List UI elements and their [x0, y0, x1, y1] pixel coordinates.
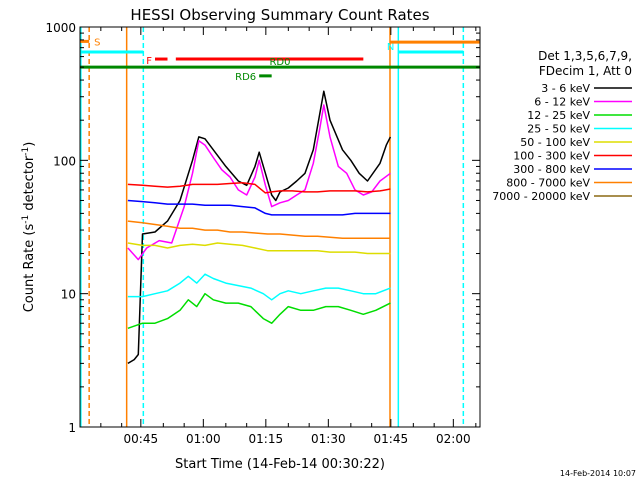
legend-label-2: 12 - 25 keV: [527, 109, 590, 122]
y-axis-label-sup1: -1: [21, 215, 31, 224]
legend-label-4: 50 - 100 keV: [520, 136, 590, 149]
series-line-0: [127, 90, 392, 365]
flag-label-s: S: [94, 37, 100, 48]
flag-label-f: F: [146, 56, 152, 67]
x-tick-label-4: 01:45: [374, 432, 409, 446]
series-line-1: [127, 104, 391, 261]
series-line-5: [127, 181, 391, 194]
y-tick-label-2: 100: [53, 154, 76, 168]
y-axis-label-end: ): [22, 142, 37, 147]
plot-frame: [79, 26, 481, 428]
chart-title: HESSI Observing Summary Count Rates: [130, 6, 429, 24]
x-axis: 00:45 01:00 01:15 01:30 01:45 02:00: [79, 27, 477, 446]
legend: Det 1,3,5,6,7,9, FDecim 1, Att 0 3 - 6 k…: [492, 49, 632, 203]
y-tick-label-1: 10: [61, 288, 76, 302]
flag-label-rd0: RD0: [269, 57, 290, 68]
x-tick-label-2: 01:15: [249, 432, 284, 446]
y-axis-label: Count Rate (s-1 detector-1): [21, 142, 37, 313]
y-axis-label-mid: detector: [22, 155, 37, 215]
footer-timestamp: 14-Feb-2014 10:07: [560, 469, 636, 478]
x-tick-label-3: 01:30: [311, 432, 346, 446]
legend-label-6: 300 - 800 keV: [513, 163, 590, 176]
x-axis-label: Start Time (14-Feb-14 00:30:22): [175, 457, 385, 472]
series-line-7: [127, 220, 391, 240]
y-tick-label-0: 1: [68, 421, 76, 435]
legend-header-line1: Det 1,3,5,6,7,9,: [538, 49, 632, 63]
y-axis-label-sup2: -1: [21, 147, 31, 156]
series-line-6: [127, 199, 391, 216]
flag-label-rd6: RD6: [235, 72, 256, 83]
series-line-3: [127, 273, 391, 301]
legend-label-5: 100 - 300 keV: [513, 150, 590, 163]
series-line-4: [127, 242, 391, 255]
legend-header-line2: FDecim 1, Att 0: [539, 64, 632, 78]
y-axis: 1 10 100 1000: [45, 21, 480, 435]
y-axis-label-main: Count Rate (s: [22, 224, 37, 313]
legend-label-3: 25 - 50 keV: [527, 123, 590, 136]
x-tick-label-0: 00:45: [124, 432, 159, 446]
x-tick-label-1: 01:00: [186, 432, 221, 446]
series-line-2: [127, 292, 391, 330]
legend-label-7: 800 - 7000 keV: [506, 177, 590, 190]
legend-label-0: 3 - 6 keV: [541, 82, 590, 95]
plot-area: S N F RD0 RD6: [80, 27, 480, 427]
legend-label-8: 7000 - 20000 keV: [492, 190, 590, 203]
legend-label-1: 6 - 12 keV: [534, 96, 590, 109]
flag-label-n: N: [387, 42, 394, 53]
x-tick-label-5: 02:00: [436, 432, 471, 446]
y-tick-label-3: 1000: [45, 21, 76, 35]
